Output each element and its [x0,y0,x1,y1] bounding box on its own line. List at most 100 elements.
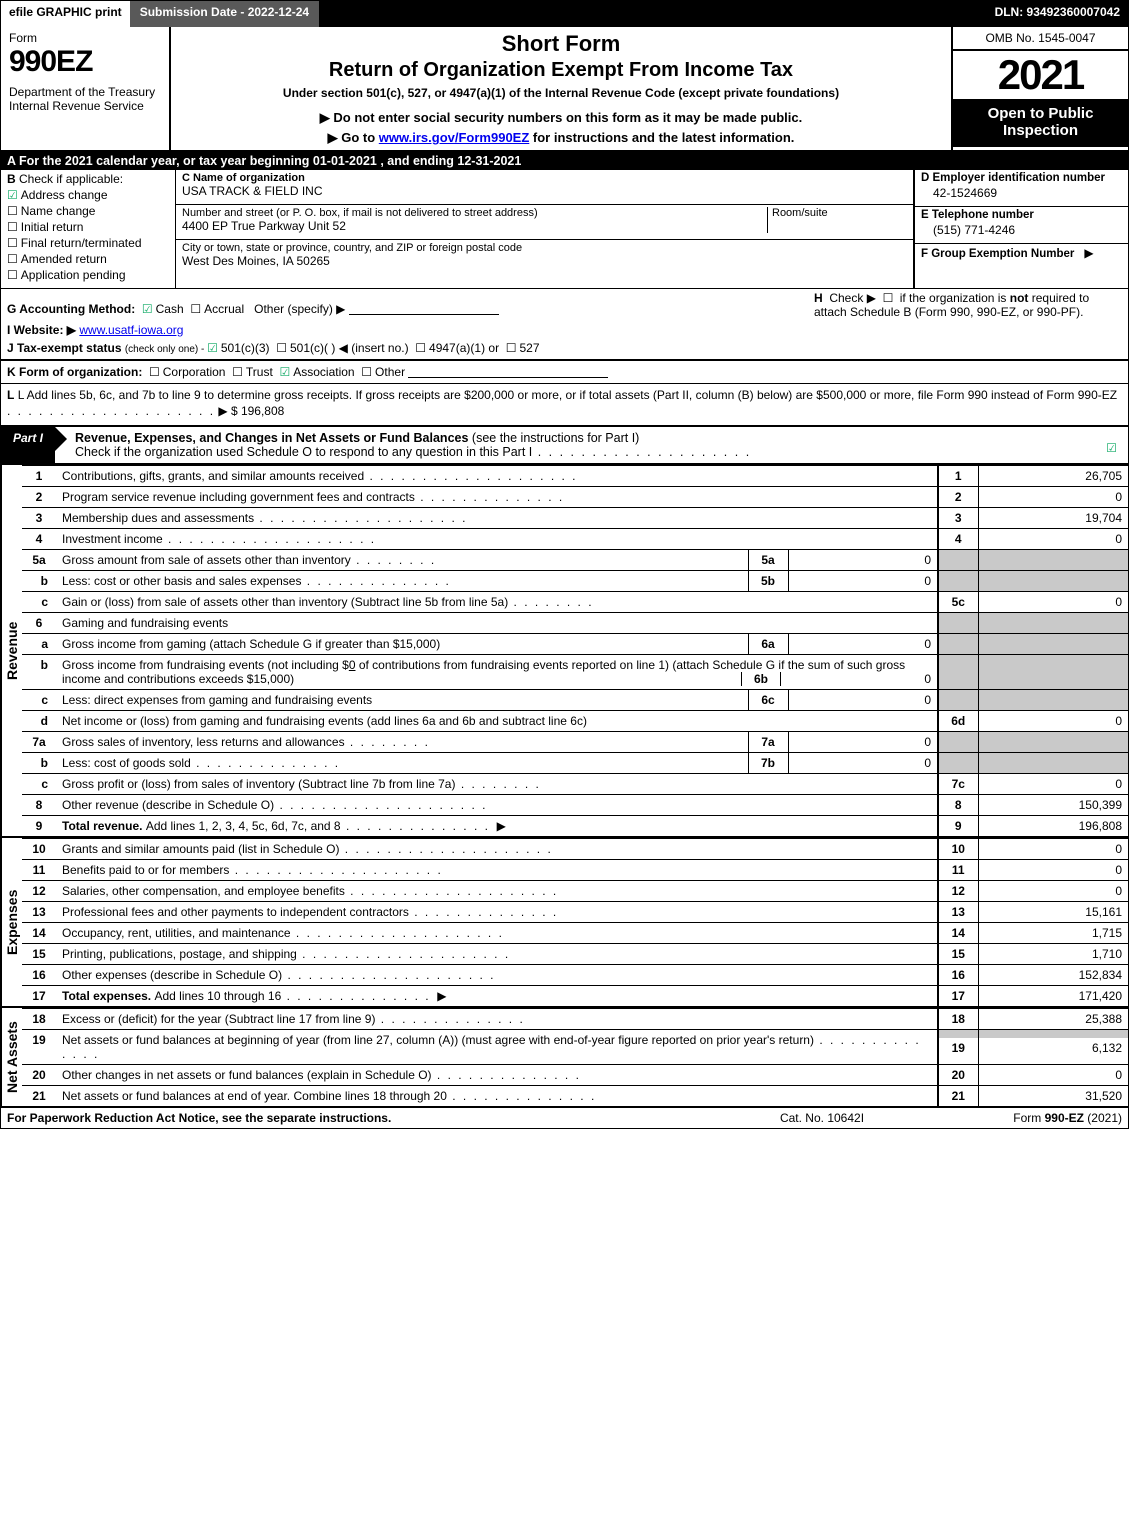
line-no: 6 [22,613,56,634]
note-privacy: ▶ Do not enter social security numbers o… [177,110,945,126]
part-i-header: Part I Revenue, Expenses, and Changes in… [1,425,1128,463]
dots-icon [409,905,558,919]
main-title: Return of Organization Exempt From Incom… [177,59,945,82]
dots-icon [291,926,504,940]
line-box: 12 [938,881,978,902]
line-desc: Professional fees and other payments to … [62,905,409,919]
j-527-icon[interactable] [506,341,520,355]
line-no: c [22,774,56,795]
k-trust-icon[interactable] [232,365,246,379]
table-row: 2Program service revenue including gover… [22,487,1128,508]
chk-initial-return[interactable]: Initial return [7,220,169,234]
line-desc: Gross income from fundraising events (no… [62,658,349,672]
chk-accrual-icon[interactable] [190,302,204,316]
line-no: 7a [22,732,56,753]
chk-name-change[interactable]: Name change [7,204,169,218]
k-corp-icon[interactable] [149,365,163,379]
line-box: 5c [938,592,978,613]
chk-address-change[interactable]: Address change [7,188,169,202]
dots-icon [345,735,430,749]
line-no: 15 [22,944,56,965]
line-val: 171,420 [978,986,1128,1007]
line-box: 1 [938,466,978,487]
part-i-title: Revenue, Expenses, and Changes in Net As… [75,431,468,445]
line-desc: Program service revenue including govern… [62,490,415,504]
line-no: 12 [22,881,56,902]
table-row: cGain or (loss) from sale of assets othe… [22,592,1128,613]
line-no: 14 [22,923,56,944]
table-row: 20Other changes in net assets or fund ba… [22,1065,1128,1086]
line-desc: Less: direct expenses from gaming and fu… [62,693,372,707]
e-label: E Telephone number [921,209,1122,221]
chk-cash-icon[interactable] [142,302,156,316]
k-other-icon[interactable] [361,365,375,379]
line-val: 0 [978,1065,1128,1086]
line-desc: Gross profit or (loss) from sales of inv… [62,777,455,791]
k-other-field[interactable] [408,366,608,378]
part-i-checkbox-icon[interactable] [1106,441,1120,455]
line-desc: Gross income from gaming (attach Schedul… [62,637,440,651]
line-no: 4 [22,529,56,550]
line-val: 0 [978,774,1128,795]
line-val: 26,705 [978,466,1128,487]
j-4947-icon[interactable] [415,341,429,355]
chk-application-pending[interactable]: Application pending [7,268,169,282]
j-opt2a: 501(c)( [290,341,331,355]
dots-icon [375,1012,524,1026]
table-row: bLess: cost or other basis and sales exp… [22,571,1128,592]
j-501c-icon[interactable] [276,341,290,355]
irs-link[interactable]: www.irs.gov/Form990EZ [379,130,530,145]
mid-val: 0 [788,634,938,655]
h-not: not [1010,291,1029,305]
line-box: 17 [938,986,978,1007]
table-row: 5aGross amount from sale of assets other… [22,550,1128,571]
line-box: 6d [938,711,978,732]
line-desc: Salaries, other compensation, and employ… [62,884,345,898]
line-desc: Investment income [62,532,163,546]
line-no: 11 [22,860,56,881]
section-l: L L Add lines 5b, 6c, and 7b to line 9 t… [1,383,1128,425]
g-label: G Accounting Method: [7,302,135,316]
h-checkbox-icon[interactable] [883,291,897,305]
d-label: D Employer identification number [921,172,1122,184]
table-row: 10Grants and similar amounts paid (list … [22,839,1128,860]
dots-icon [191,756,340,770]
l-amt-prefix: ▶ $ [218,404,241,418]
line-box: 8 [938,795,978,816]
street-label: Number and street (or P. O. box, if mail… [182,207,767,219]
form-ref-bold: 990-EZ [1045,1111,1084,1125]
chk-amended-return[interactable]: Amended return [7,252,169,266]
table-row: 12 Salaries, other compensation, and empl… [22,881,1128,902]
line-val: 0 [978,881,1128,902]
g-accrual: Accrual [204,302,244,316]
line-desc: Net assets or fund balances at end of ye… [62,1089,447,1103]
line-no: c [22,592,56,613]
line-val: 0 [978,711,1128,732]
c-label: C Name of organization [182,172,907,184]
dots-icon [351,553,436,567]
note-goto: ▶ Go to www.irs.gov/Form990EZ for instru… [177,130,945,146]
j-label: J Tax-exempt status [7,341,122,355]
line-no: 5a [22,550,56,571]
line-no: 16 [22,965,56,986]
section-d-e-f: D Employer identification number 42-1524… [913,170,1128,288]
chk-label: Initial return [21,220,84,234]
table-row: 6Gaming and fundraising events [22,613,1128,634]
j-501c3-icon[interactable] [207,341,221,355]
line-no: 19 [22,1030,56,1065]
chk-final-return[interactable]: Final return/terminated [7,236,169,250]
k-assoc-icon[interactable] [279,365,293,379]
form-header: Form 990EZ Department of the Treasury In… [1,27,1128,152]
section-b: B Check if applicable: Address change Na… [1,170,176,288]
mid-box: 5b [748,571,788,592]
line-no: b [22,655,56,690]
mid-box: 6b [741,672,781,686]
efile-label: efile GRAPHIC print [1,1,130,27]
line-box: 14 [938,923,978,944]
h-letter: H [814,291,823,305]
g-other-field[interactable] [349,301,499,315]
l-amount: 196,808 [241,404,284,418]
expenses-table: 10Grants and similar amounts paid (list … [22,838,1128,1006]
line-desc: Occupancy, rent, utilities, and maintena… [62,926,291,940]
website-link[interactable]: www.usatf-iowa.org [79,323,183,337]
